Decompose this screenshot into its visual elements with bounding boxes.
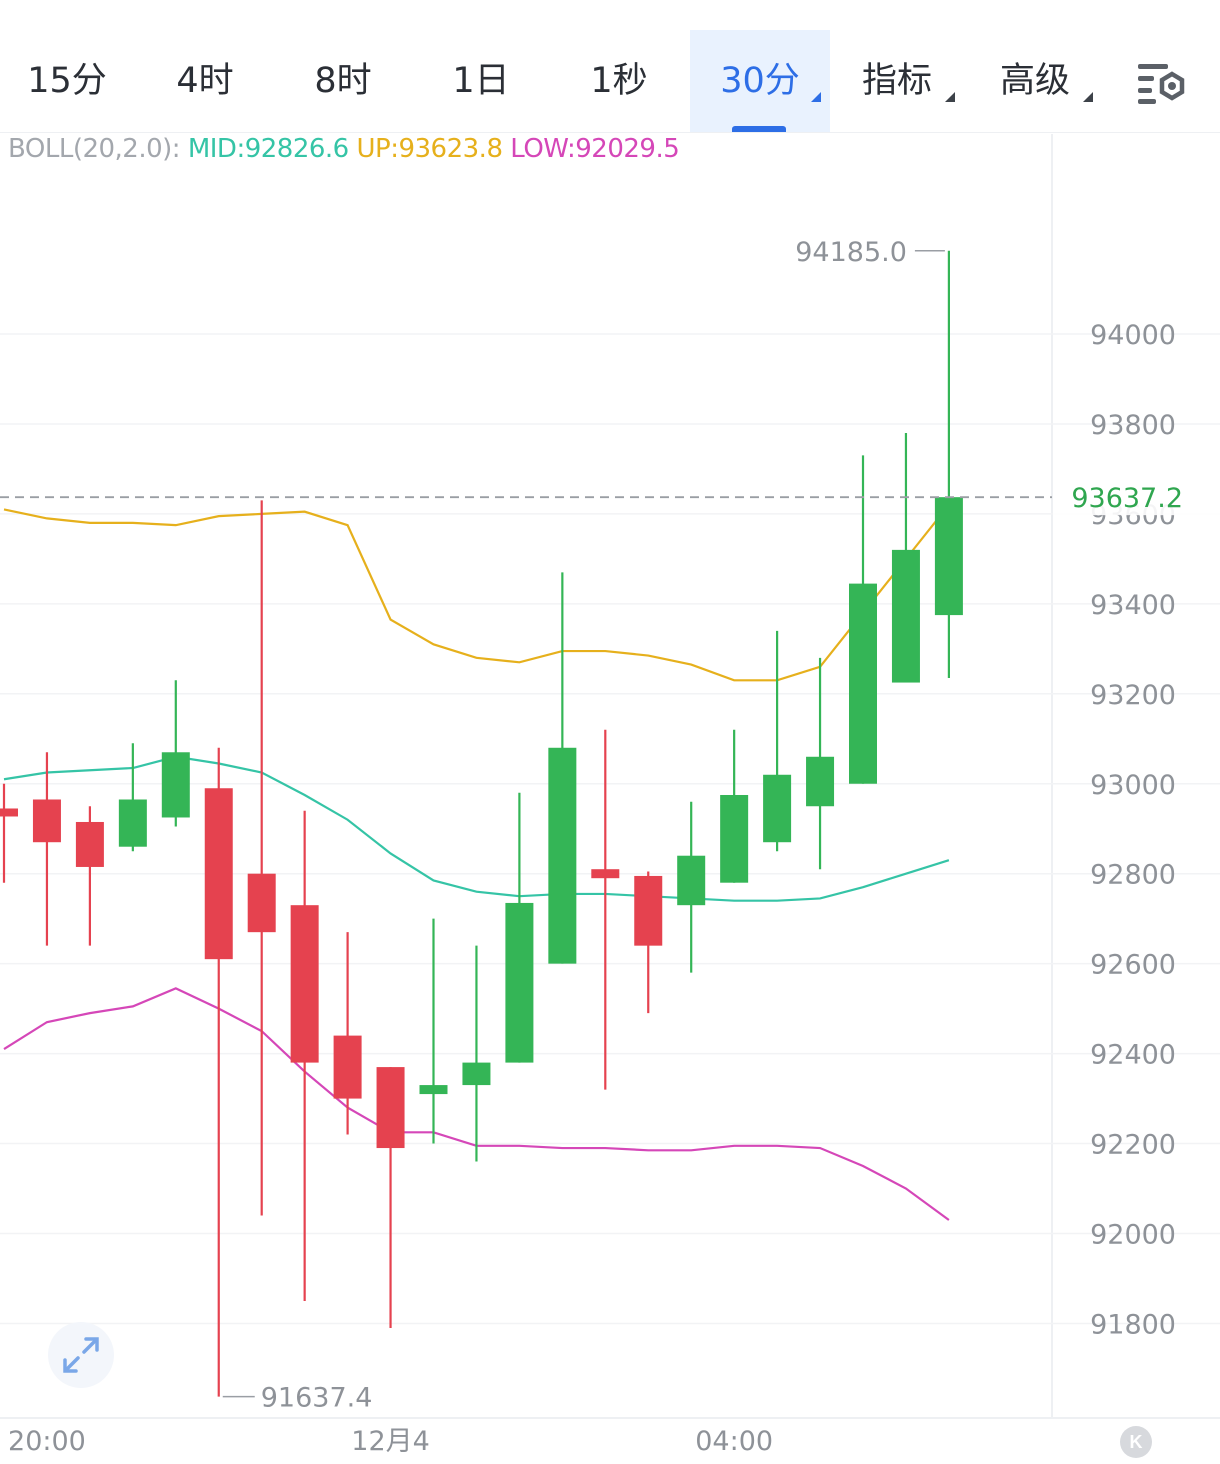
boll-label: BOLL(20,2.0): [8, 134, 181, 164]
candle-body [548, 747, 577, 964]
tab-label: 4时 [176, 61, 234, 101]
boll-indicator-readout: BOLL(20,2.0): MID:92826.6 UP:93623.8 LOW… [8, 134, 680, 164]
y-tick-label: 92200 [1090, 1130, 1176, 1161]
candle-body [677, 855, 706, 906]
candle [891, 432, 920, 683]
candle [204, 747, 233, 1397]
candle [419, 918, 448, 1144]
candle-body [118, 799, 147, 847]
tab-label: 8时 [314, 61, 372, 101]
y-tick-label: 93800 [1090, 410, 1176, 441]
candle [0, 783, 18, 883]
candle [763, 630, 792, 852]
tab-label: 30分 [720, 61, 800, 101]
candle [462, 945, 491, 1162]
tab-3[interactable]: 8时 [276, 30, 410, 132]
tab-8[interactable]: 高级 [968, 30, 1102, 132]
max-price-label: 94185.0 [795, 237, 907, 268]
candle [290, 810, 319, 1301]
candle [75, 806, 104, 946]
candle [118, 743, 147, 852]
candle-body [806, 756, 835, 807]
y-tick-label: 92800 [1090, 860, 1176, 891]
candle [161, 680, 190, 827]
expand-chart-button[interactable] [48, 1322, 114, 1388]
tab-2[interactable]: 4时 [138, 30, 272, 132]
y-tick-label: 93200 [1090, 680, 1176, 711]
y-tick-label: 93000 [1090, 770, 1176, 801]
dropdown-triangle-icon [1083, 92, 1093, 102]
candle-body [247, 873, 276, 933]
boll-mid-value: MID:92826.6 [187, 134, 349, 164]
candle-body [462, 1062, 491, 1086]
candle [591, 729, 620, 1090]
candle [32, 752, 61, 946]
candle-body [634, 875, 663, 946]
y-tick-label: 91800 [1090, 1309, 1176, 1340]
candle-body [333, 1035, 362, 1099]
candle-body [891, 549, 920, 683]
candle-body [204, 788, 233, 960]
tab-label: 1秒 [590, 61, 648, 101]
candle-body [720, 794, 749, 883]
active-tab-indicator [732, 126, 786, 132]
candle-body [505, 902, 534, 1063]
candle-body [32, 799, 61, 843]
candle [934, 250, 963, 679]
y-tick-label: 92400 [1090, 1040, 1176, 1071]
candle [849, 455, 877, 784]
candle [677, 801, 706, 973]
candle [720, 729, 749, 883]
interval-tab-bar: 15分 4时 8时 1日 1秒 30分 指标 高级 [0, 30, 1220, 133]
candle [806, 657, 835, 870]
min-price-label: 91637.4 [261, 1383, 373, 1414]
candle [634, 871, 663, 1014]
x-tick-label: 04:00 [695, 1426, 773, 1457]
x-tick-label: 12月4 [351, 1426, 430, 1457]
boll-up-line [3, 504, 950, 682]
candle-body [934, 497, 963, 616]
candle [548, 572, 577, 964]
y-tick-label: 93400 [1090, 590, 1176, 621]
chart-settings-icon[interactable] [1136, 62, 1188, 106]
candle-body [161, 752, 190, 818]
boll-low-value: LOW:92029.5 [510, 134, 680, 164]
tab-4[interactable]: 1日 [414, 30, 548, 132]
current-price-label: 93637.2 [1071, 483, 1183, 514]
candle-body [0, 808, 18, 817]
tab-1[interactable]: 15分 [0, 30, 134, 132]
candle-body [849, 583, 877, 784]
candle-body [75, 821, 104, 867]
y-tick-label: 92000 [1090, 1220, 1176, 1251]
candle-body [591, 869, 620, 879]
dropdown-triangle-icon [945, 92, 955, 102]
tab-label: 1日 [452, 61, 510, 101]
expand-arrows-icon [63, 1337, 99, 1373]
x-tick-label: 20:00 [8, 1426, 86, 1457]
candle [376, 1067, 405, 1328]
current-price-label-bg [1053, 479, 1220, 516]
tab-label: 高级 [999, 61, 1070, 101]
candle [333, 932, 362, 1135]
tab-7[interactable]: 指标 [830, 30, 964, 132]
candle-body [290, 905, 319, 1063]
candle-body [376, 1067, 405, 1149]
candle-body [763, 774, 792, 843]
dropdown-triangle-icon [811, 92, 821, 102]
candle [505, 792, 534, 1063]
boll-up-value: UP:93623.8 [356, 134, 504, 164]
y-tick-label: 94000 [1090, 320, 1176, 351]
y-tick-label: 92600 [1090, 950, 1176, 981]
candle-body [419, 1085, 448, 1095]
k-badge-icon[interactable]: K [1120, 1426, 1152, 1458]
candle [247, 500, 276, 1216]
tab-5[interactable]: 1秒 [552, 30, 686, 132]
tab-6[interactable]: 30分 [690, 30, 830, 132]
tab-label: 指标 [861, 61, 932, 101]
tab-label: 15分 [27, 61, 107, 101]
boll-mid-line [3, 755, 950, 902]
